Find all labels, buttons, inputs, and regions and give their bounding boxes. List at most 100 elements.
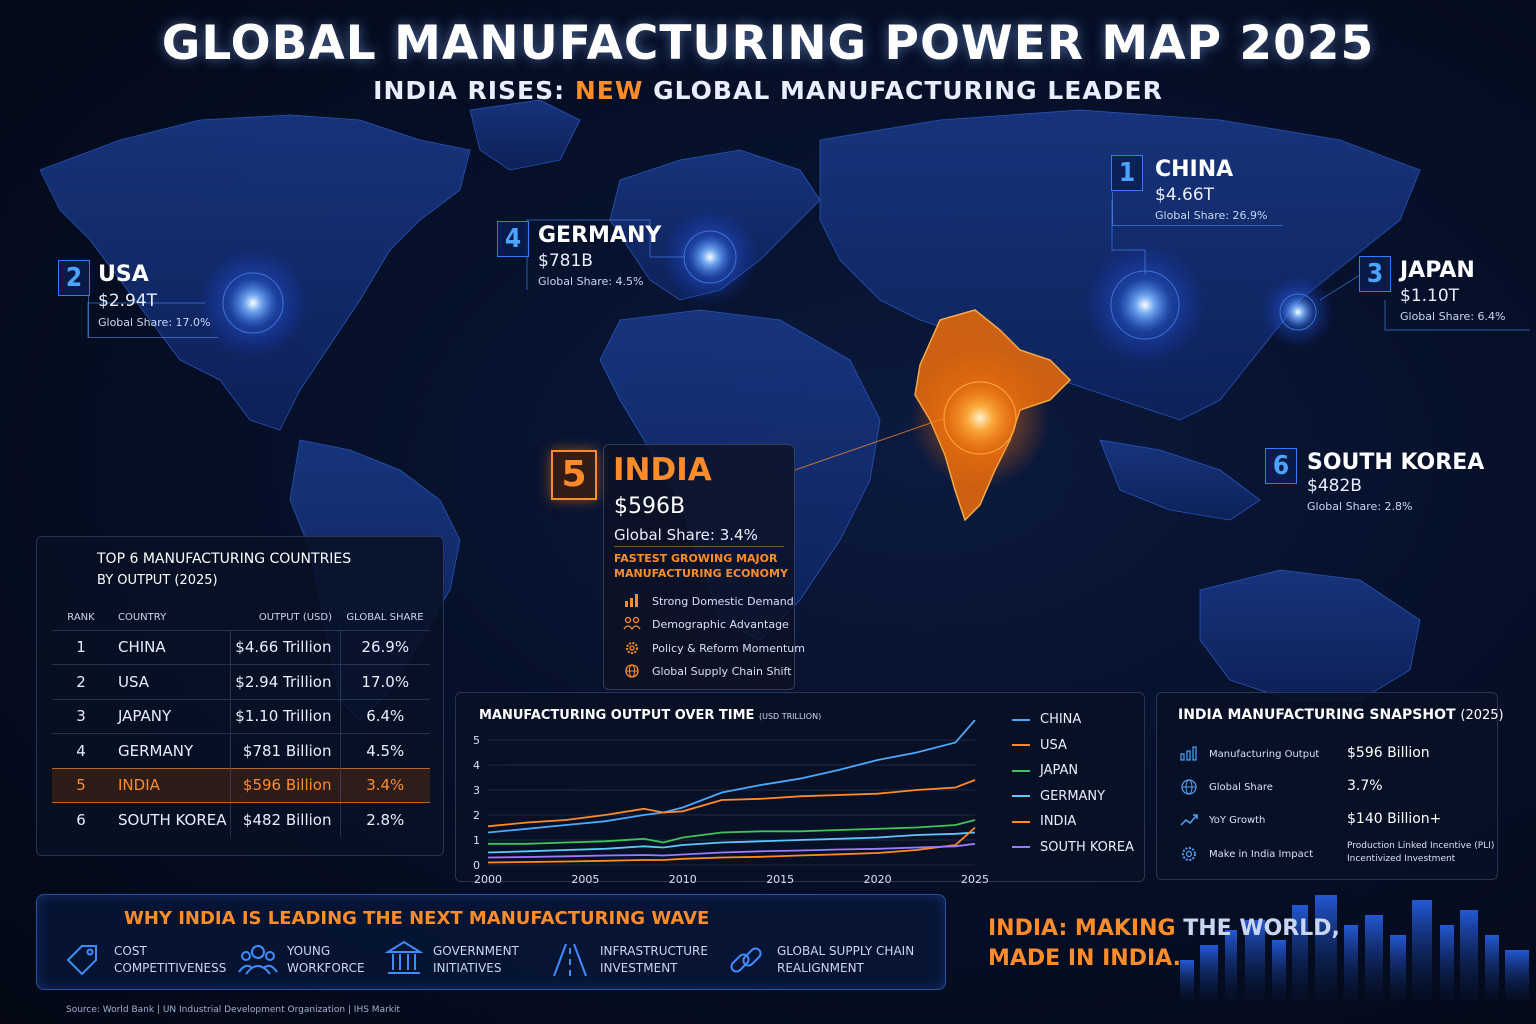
why-label-line-2: WORKFORCE xyxy=(287,961,365,975)
slogan: INDIA: MAKING THE WORLD, MADE IN INDIA. xyxy=(988,914,1340,974)
series-line-japan xyxy=(488,819,976,845)
header-output: OUTPUT (USD) xyxy=(258,612,332,624)
snapshot-row-share xyxy=(1178,778,1200,796)
table-row: 2 USA $2.94 Trillion 17.0% xyxy=(52,664,430,699)
header-rank: RANK xyxy=(67,612,95,624)
driver-label: Global Supply Chain Shift xyxy=(652,664,792,678)
country-share: Global Share: 26.9% xyxy=(1155,209,1268,222)
y-tick-label: 0 xyxy=(473,859,480,872)
legend-label: INDIA xyxy=(1040,814,1077,829)
snapshot-label: Make in India Impact xyxy=(1209,849,1314,860)
legend-swatch xyxy=(1012,795,1030,797)
page-subtitle: INDIA RISES: NEW GLOBAL MANUFACTURING LE… xyxy=(0,76,1536,105)
greenland-shape xyxy=(469,99,581,171)
country-share: Global Share: 4.5% xyxy=(538,275,644,288)
y-tick-label: 3 xyxy=(473,784,480,797)
cell-rank: 1 xyxy=(52,629,110,665)
cell-share: 4.5% xyxy=(339,733,430,768)
country-output: $781B xyxy=(538,251,593,271)
bar-chart-icon xyxy=(622,593,642,609)
rank-badge: 1 xyxy=(1111,155,1143,191)
x-tick-label: 2005 xyxy=(571,873,599,886)
x-tick-label: 2020 xyxy=(864,873,892,886)
header-country: COUNTRY xyxy=(118,612,167,624)
slogan-line-1: INDIA: MAKING THE WORLD, xyxy=(988,914,1340,944)
snapshot-value: $596 Billion xyxy=(1347,745,1430,761)
snapshot-label: YoY Growth xyxy=(1209,815,1266,826)
gear-icon xyxy=(622,640,642,656)
why-label-line-1: YOUNG xyxy=(287,944,331,958)
snapshot-value: $140 Billion+ xyxy=(1347,811,1442,827)
cell-country: GERMANY xyxy=(110,733,230,768)
cell-country: CHINA xyxy=(110,629,230,665)
cell-rank: 6 xyxy=(52,802,110,837)
cell-output: $596 Billion xyxy=(229,767,340,803)
price-tag-icon xyxy=(66,945,97,976)
x-tick-label: 2015 xyxy=(766,873,794,886)
people-icon xyxy=(238,945,278,975)
table-row: 3 JAPANY $1.10 Trillion 6.4% xyxy=(52,698,430,734)
table-header-row: RANK COUNTRY OUTPUT (USD) GLOBAL SHARE xyxy=(52,606,430,630)
cell-rank: 4 xyxy=(52,733,110,768)
why-label: COST COMPETITIVENESS xyxy=(114,943,226,977)
legend-item: SOUTH KOREA xyxy=(1012,840,1134,855)
snapshot-label: Global Share xyxy=(1209,782,1273,793)
table-row-india: 5 INDIA $596 Billion 3.4% xyxy=(52,767,430,803)
country-output: $482B xyxy=(1307,476,1362,496)
snapshot-title-year: (2025) xyxy=(1460,708,1504,723)
series-line-china xyxy=(487,720,976,834)
series-line-india xyxy=(487,826,976,864)
snapshot-value-line-2: Incentivized Investment xyxy=(1347,854,1456,864)
snapshot-value: Production Linked Incentive (PLI) Incent… xyxy=(1347,840,1494,866)
country-output: $1.10T xyxy=(1400,286,1460,306)
cell-country: INDIA xyxy=(110,767,230,803)
globe-icon xyxy=(1178,778,1200,796)
callout-frame xyxy=(1112,192,1282,226)
cell-rank: 2 xyxy=(52,664,110,699)
country-name: CHINA xyxy=(1155,157,1234,182)
chart-unit: (USD TRILLION) xyxy=(758,712,822,721)
india-tagline: FASTEST GROWING MAJOR MANUFACTURING ECON… xyxy=(614,551,794,581)
driver-policy: Policy & Reform Momentum xyxy=(622,640,805,656)
driver-demographic: Demographic Advantage xyxy=(622,616,789,632)
snapshot-row-make-in-india xyxy=(1178,845,1200,863)
slogan-white: THE WORLD, xyxy=(1175,916,1340,941)
india-share: Global Share: 3.4% xyxy=(614,526,758,544)
divider xyxy=(614,546,784,547)
country-glows xyxy=(198,209,1334,488)
table-row: 6 SOUTH KOREA $482 Billion 2.8% xyxy=(52,802,430,837)
india-snapshot-panel xyxy=(1156,692,1498,880)
legend-swatch xyxy=(1012,769,1030,772)
legend-swatch xyxy=(1012,846,1030,848)
city-skyline xyxy=(1180,895,1529,1000)
government-building-icon xyxy=(384,940,424,974)
country-name: JAPAN xyxy=(1400,258,1475,283)
series-line-germany xyxy=(487,831,976,854)
slogan-line-2: MADE IN INDIA. xyxy=(988,946,1181,971)
country-output: $4.66T xyxy=(1155,185,1215,205)
legend-label: GERMANY xyxy=(1040,788,1106,804)
output-line-chart: 0 1 2 3 4 5 2000 2005 2010 2015 2020 2025 xyxy=(473,720,989,886)
cell-share: 26.9% xyxy=(339,629,430,665)
globe-icon xyxy=(622,663,642,679)
series-line-south-korea xyxy=(487,842,976,859)
legend-label: SOUTH KOREA xyxy=(1040,839,1135,855)
cell-output: $781 Billion xyxy=(229,733,340,768)
tagline-line-2: MANUFACTURING ECONOMY xyxy=(614,567,788,580)
cell-output: $482 Billion xyxy=(229,802,340,837)
y-tick-label: 4 xyxy=(473,759,480,772)
table-subtitle: BY OUTPUT (2025) xyxy=(97,573,218,588)
legend-label: JAPAN xyxy=(1040,763,1079,778)
why-label-line-2: INVESTMENT xyxy=(600,961,678,975)
why-title: WHY INDIA IS LEADING THE NEXT MANUFACTUR… xyxy=(124,908,710,929)
legend-item: CHINA xyxy=(1012,712,1081,727)
why-label: GOVERNMENT INITIATIVES xyxy=(433,943,519,977)
legend-label: USA xyxy=(1040,737,1067,753)
legend-item: INDIA xyxy=(1012,814,1076,829)
driver-label: Demographic Advantage xyxy=(652,617,789,631)
chain-link-icon xyxy=(730,947,762,973)
subtitle-part-2: GLOBAL MANUFACTURING LEADER xyxy=(643,76,1163,105)
y-tick-label: 1 xyxy=(473,834,480,847)
